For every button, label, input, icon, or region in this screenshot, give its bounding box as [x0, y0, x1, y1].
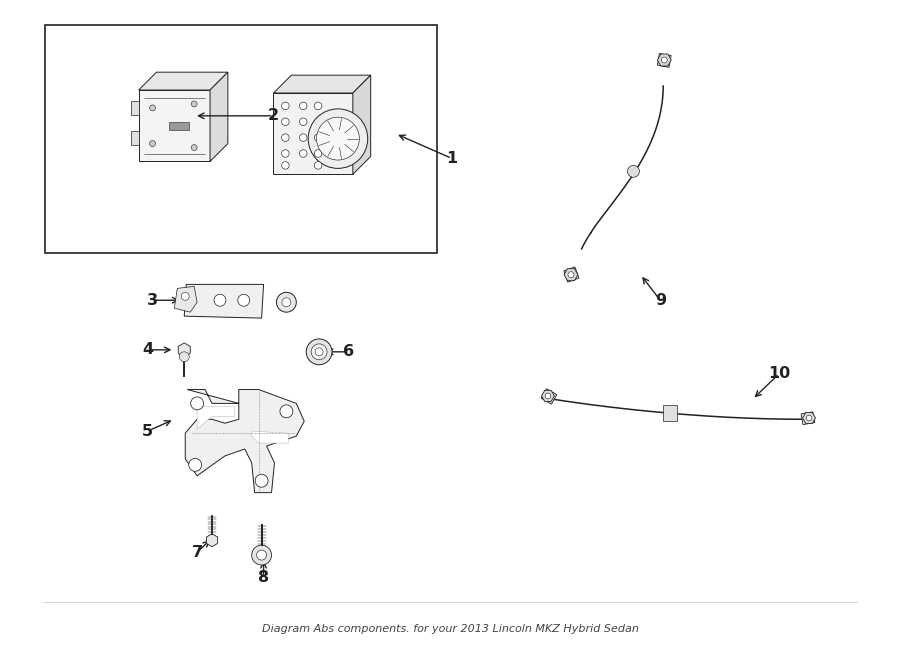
Polygon shape	[197, 406, 235, 429]
Circle shape	[627, 166, 639, 177]
Bar	[169, 122, 189, 130]
Bar	[45, 24, 437, 253]
Circle shape	[255, 474, 268, 487]
Polygon shape	[206, 534, 218, 547]
Text: 4: 4	[142, 342, 153, 357]
Circle shape	[191, 397, 203, 410]
Circle shape	[191, 101, 197, 107]
Polygon shape	[175, 287, 197, 312]
Text: 8: 8	[258, 571, 269, 585]
Circle shape	[238, 295, 249, 307]
Circle shape	[214, 295, 226, 307]
Circle shape	[300, 150, 307, 158]
Circle shape	[806, 415, 812, 421]
Text: 1: 1	[446, 151, 457, 166]
Polygon shape	[185, 389, 304, 493]
Polygon shape	[563, 267, 579, 282]
Circle shape	[314, 162, 322, 169]
Circle shape	[314, 150, 322, 158]
Polygon shape	[274, 93, 353, 174]
Circle shape	[149, 105, 156, 111]
Text: 5: 5	[142, 424, 153, 439]
Circle shape	[282, 298, 291, 307]
Circle shape	[317, 117, 359, 160]
Circle shape	[545, 393, 551, 399]
Circle shape	[568, 271, 574, 277]
Text: 6: 6	[343, 344, 355, 359]
Circle shape	[662, 57, 667, 63]
Text: 9: 9	[654, 293, 666, 308]
Polygon shape	[184, 285, 264, 318]
Polygon shape	[210, 72, 228, 162]
Text: 10: 10	[768, 366, 790, 381]
Polygon shape	[801, 412, 814, 424]
Circle shape	[300, 102, 307, 110]
Polygon shape	[542, 391, 554, 401]
Polygon shape	[657, 54, 671, 68]
Circle shape	[300, 134, 307, 142]
Circle shape	[181, 293, 189, 301]
Polygon shape	[803, 412, 815, 424]
Circle shape	[311, 344, 327, 359]
Circle shape	[282, 134, 289, 142]
Circle shape	[314, 102, 322, 110]
Circle shape	[282, 118, 289, 126]
Polygon shape	[139, 72, 228, 90]
Circle shape	[252, 545, 272, 565]
Polygon shape	[274, 75, 371, 93]
Circle shape	[149, 140, 156, 146]
Circle shape	[276, 293, 296, 312]
Circle shape	[315, 348, 323, 355]
Text: 3: 3	[147, 293, 158, 308]
Circle shape	[179, 352, 189, 361]
Polygon shape	[564, 269, 578, 281]
Circle shape	[282, 162, 289, 169]
Polygon shape	[541, 389, 557, 404]
Text: Diagram Abs components. for your 2013 Lincoln MKZ Hybrid Sedan: Diagram Abs components. for your 2013 Li…	[262, 624, 638, 634]
Text: 7: 7	[192, 545, 202, 559]
Circle shape	[282, 150, 289, 158]
Circle shape	[314, 134, 322, 142]
Text: 2: 2	[268, 109, 279, 123]
Circle shape	[306, 339, 332, 365]
Circle shape	[280, 405, 292, 418]
Polygon shape	[130, 101, 139, 115]
Polygon shape	[252, 431, 288, 443]
Circle shape	[256, 550, 266, 560]
Circle shape	[308, 109, 368, 168]
Circle shape	[191, 144, 197, 150]
Polygon shape	[657, 54, 671, 66]
Polygon shape	[353, 75, 371, 174]
Polygon shape	[130, 130, 139, 144]
Circle shape	[300, 118, 307, 126]
Polygon shape	[139, 90, 210, 162]
Bar	[663, 405, 677, 421]
Polygon shape	[178, 343, 190, 357]
Circle shape	[189, 458, 202, 471]
Circle shape	[282, 102, 289, 110]
